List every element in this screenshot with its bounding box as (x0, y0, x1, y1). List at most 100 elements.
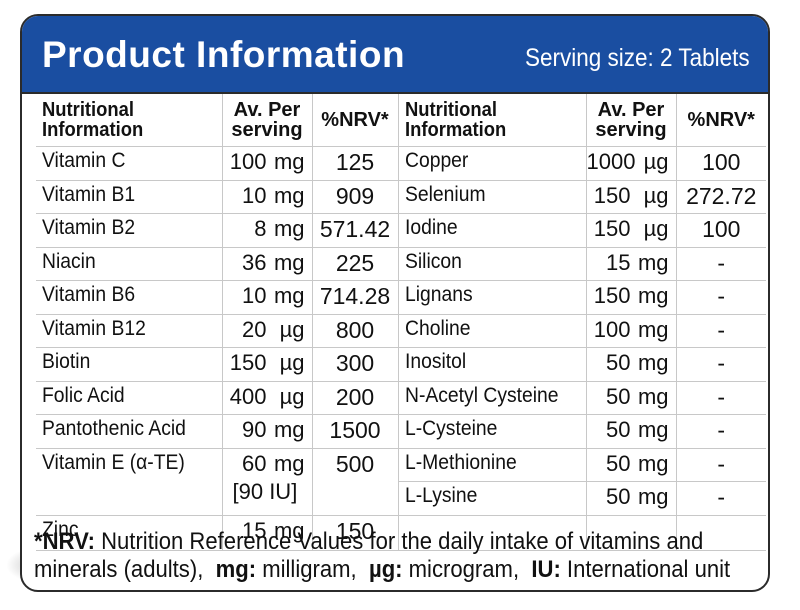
nrv-value: - (675, 380, 766, 415)
nutrient-name: Lignans (397, 280, 587, 315)
amount-cell: 15 mg (221, 514, 313, 551)
nutrient-name: L-Lysine (398, 481, 587, 516)
nutrient-name: Folic Acid (36, 380, 223, 415)
amount-value: 100 (229, 149, 267, 174)
nrv-value: 200 (311, 380, 399, 415)
serving-size: Serving size: 2 Tablets (525, 44, 750, 72)
table-row: Vitamin E (α-TE) 60 mg [90 IU] 500 L-Methioni… (36, 447, 766, 516)
nutrient-name: Zinc (36, 514, 223, 551)
nutrient-name: L-Methionine (397, 447, 587, 482)
amount-cell: 50 mg (585, 414, 677, 449)
nrv-value: - (675, 481, 766, 516)
amount-value: 90 (242, 417, 267, 442)
amount-value: 60 (242, 450, 267, 476)
amount-cell: 20 µg (221, 313, 313, 348)
amount-cell: 60 mg [90 IU] (221, 447, 313, 516)
nutrient-name: Inositol (397, 347, 587, 382)
table-row: L-Lysine 50 mg - (36, 481, 766, 516)
amount-cell: 150 µg (221, 347, 313, 382)
table-row: Folic Acid 400 µg 200 N-Acetyl Cysteine 50 mg - (36, 380, 766, 415)
nrv-value: 100 (675, 146, 766, 181)
amount-cell: 10 mg (221, 179, 313, 214)
amount-value: 150 (593, 182, 631, 208)
amount-unit: mg (273, 517, 305, 543)
amount-unit: µg (643, 149, 669, 174)
product-info-card: Product Information Serving size: 2 Tabl… (20, 14, 770, 592)
nrv-value: 800 (311, 313, 399, 348)
nrv-value: 571.42 (311, 213, 399, 248)
table-header-row: Nutritional Information Av. Per serving … (36, 94, 766, 147)
amount-cell: 15 mg (585, 246, 677, 281)
amount-extra: [90 IU] (232, 478, 298, 504)
nrv-value: - (675, 447, 766, 482)
empty-cell (397, 514, 587, 551)
col-header-nrv-left: %NRV* (311, 94, 399, 147)
amount-value: 50 (606, 417, 631, 442)
col-header-name-left: Nutritional Information (36, 94, 223, 147)
col-header-amount-left: Av. Per serving (221, 94, 313, 147)
amount-value: 50 (606, 350, 631, 375)
amount-unit: mg (273, 249, 305, 275)
amount-cell: 150 µg (585, 213, 677, 248)
nrv-value: 300 (311, 347, 399, 382)
amount-unit: mg (637, 450, 669, 476)
nutrient-name: Vitamin B1 (36, 179, 223, 214)
nutrient-name: Biotin (36, 347, 223, 382)
amount-cell: 90 mg (221, 414, 313, 449)
amount-unit: µg (279, 350, 305, 375)
amount-value: 10 (242, 182, 267, 208)
nutrient-name: Vitamin C (36, 146, 223, 181)
nrv-value: 1500 (311, 414, 399, 449)
empty-cell (675, 514, 766, 551)
amount-cell: 10 mg (221, 280, 313, 315)
footnote-line-1: *NRV: Nutrition Reference Values for the… (34, 528, 704, 555)
amount-unit: mg (637, 316, 669, 342)
amount-value: 150 (593, 216, 631, 241)
nrv-value: - (675, 246, 766, 281)
amount-value: 15 (242, 517, 267, 543)
table-row: Vitamin B12 20 µg 800 Choline 100 mg - (36, 313, 766, 348)
col-header-nrv-right: %NRV* (675, 94, 766, 147)
nrv-value: 714.28 (311, 280, 399, 315)
nutrient-name: Choline (397, 313, 587, 348)
nutrient-name: Silicon (397, 246, 587, 281)
amount-unit: µg (643, 216, 669, 241)
table-row: Vitamin C 100 mg 125 Copper 1000 µg 100 (36, 146, 766, 181)
amount-value: 1000 (586, 149, 636, 174)
amount-cell: 150 mg (585, 280, 677, 315)
col-header-amount-right: Av. Per serving (585, 94, 677, 147)
table-row: Vitamin B6 10 mg 714.28 Lignans 150 mg - (36, 280, 766, 315)
header-bar: Product Information Serving size: 2 Tabl… (22, 16, 768, 94)
amount-value: 50 (606, 450, 631, 476)
nutrient-name: Vitamin B2 (36, 213, 223, 248)
amount-value: 36 (242, 249, 267, 275)
amount-unit: mg (273, 283, 305, 308)
footnote: *NRV: Nutrition Reference Values for the… (34, 528, 731, 584)
amount-cell: 150 µg (585, 179, 677, 214)
nrv-value: - (675, 347, 766, 382)
amount-value: 400 (229, 383, 267, 409)
nrv-value: 909 (311, 179, 399, 214)
amount-unit: µg (279, 383, 305, 409)
amount-unit: mg (637, 283, 669, 308)
nutrient-name: Vitamin B12 (36, 313, 223, 348)
amount-value: 100 (593, 316, 631, 342)
footnote-line-2: minerals (adults), mg: milligram, µg: mi… (34, 556, 731, 583)
amount-unit: mg (637, 383, 669, 409)
amount-cell: 50 mg (585, 447, 677, 482)
amount-cell: 1000 µg (585, 146, 677, 181)
nrv-value: - (675, 414, 766, 449)
table-row: Zinc 15 mg 150 (36, 514, 766, 551)
nutrient-name: Vitamin E (α-TE) (36, 447, 223, 516)
amount-unit: mg (273, 450, 305, 476)
amount-unit: mg (273, 182, 305, 208)
amount-unit: µg (279, 316, 305, 342)
nutrient-name: Selenium (397, 179, 587, 214)
amount-value: 8 (254, 216, 267, 241)
nutrient-name: Copper (397, 146, 587, 181)
amount-unit: mg (637, 417, 669, 442)
amount-unit: mg (637, 350, 669, 375)
nutrient-name: Iodine (397, 213, 587, 248)
nrv-value: 272.72 (675, 179, 766, 214)
amount-value: 50 (606, 383, 631, 409)
